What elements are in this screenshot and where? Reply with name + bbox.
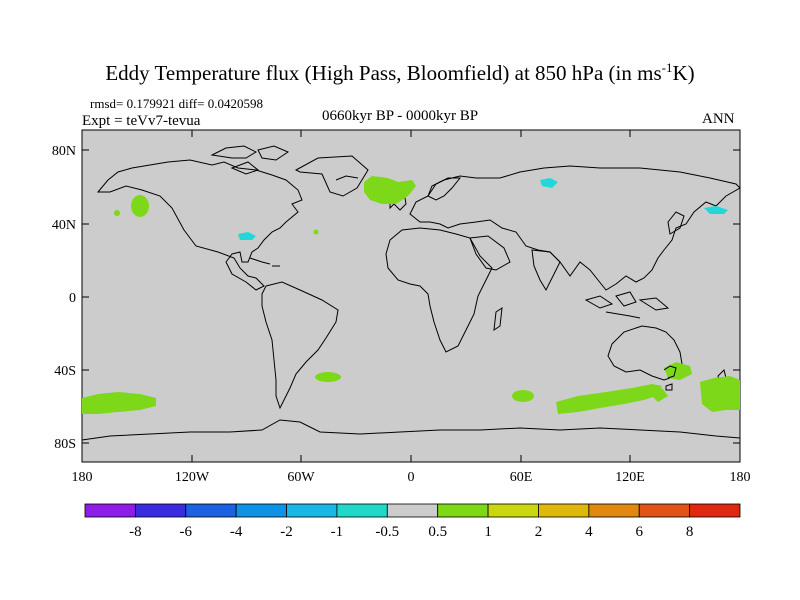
stats-text: rmsd= 0.179921 diff= 0.0420598 (90, 96, 263, 111)
colorbar-label: -8 (129, 524, 142, 540)
colorbar-label: -2 (280, 524, 293, 540)
flux-negative-regions (238, 178, 728, 240)
colorbar-label: -4 (230, 524, 243, 540)
negative-region-siberia (540, 178, 558, 188)
colorbar-swatch (638, 503, 691, 518)
southeast-asia-islands (584, 291, 670, 319)
colorbar-label: 1 (484, 524, 492, 540)
y-axis-ticks (82, 149, 740, 444)
colorbar-label: 4 (585, 524, 593, 540)
africa-outline (385, 227, 493, 353)
positive-region-southern-indian (556, 384, 662, 414)
coastlines (81, 145, 741, 441)
negative-region-gulf-of-mexico (238, 232, 256, 240)
arabia-outline (469, 235, 511, 271)
antarctica-outline (81, 419, 741, 441)
land-contour-detail-2 (335, 175, 359, 181)
positive-region-small-pacific (114, 210, 120, 216)
positive-region-north-pacific (131, 195, 149, 217)
colorbar-swatch (336, 503, 388, 518)
colorbar-swatch (487, 503, 539, 518)
positive-region-tasman (700, 376, 740, 412)
scandinavia-outline (427, 177, 462, 201)
colorbar-swatch (689, 503, 741, 518)
x-tick-label: 180 (72, 470, 93, 485)
colorbar-swatch (286, 503, 338, 518)
map-background (81, 129, 741, 463)
x-tick-label: 60E (510, 470, 533, 485)
y-tick-label: 40S (54, 364, 76, 379)
positive-region-small-atlantic (313, 229, 319, 235)
colorbar-label: -6 (180, 524, 193, 540)
x-tick-label: 0 (408, 470, 415, 485)
period-label: 0660kyr BP - 0000kyr BP (322, 108, 479, 124)
y-tick-label: 0 (69, 291, 76, 306)
positive-region-south-of-australia (650, 388, 668, 402)
land-contour-detail-1 (663, 365, 677, 379)
caribbean-islands (249, 257, 280, 267)
colorbar-swatch (437, 503, 489, 518)
canadian-arctic-islands (210, 145, 290, 175)
south-america-outline (261, 281, 339, 410)
x-axis-ticks (81, 130, 741, 462)
colorbar-swatch (235, 503, 287, 518)
colorbar-label: -1 (331, 524, 344, 540)
colorbar-label: 8 (686, 524, 694, 540)
colorbar-swatch (538, 503, 590, 518)
y-tick-label: 40N (52, 218, 76, 233)
greenland-outline (294, 155, 369, 197)
land-contour-details (335, 175, 677, 379)
india-outline (531, 249, 561, 292)
colorbar-swatch (185, 503, 237, 518)
positive-region-north-atlantic (364, 176, 416, 204)
y-tick-label: 80S (54, 437, 76, 452)
colorbar-labels: -8 -6 -4 -2 -1 -0.5 0.5 1 2 4 6 8 (129, 524, 693, 540)
madagascar-outline (493, 306, 503, 332)
x-tick-label: 60W (287, 470, 315, 485)
y-tick-label: 80N (52, 144, 76, 159)
x-tick-label: 120E (615, 470, 645, 485)
colorbar-swatch (588, 503, 640, 518)
flux-positive-regions (82, 176, 740, 414)
positive-region-south-pacific (82, 392, 156, 414)
colorbar-swatch (386, 503, 439, 518)
experiment-label: Expt = teVv7-tevua (82, 113, 201, 129)
colorbar-swatch (84, 503, 136, 518)
positive-region-southern-indian-small (512, 390, 534, 402)
map-title: Eddy Temperature flux (High Pass, Bloomf… (0, 60, 800, 86)
colorbar (84, 503, 741, 518)
positive-region-south-atlantic (315, 372, 341, 382)
colorbar-label: -0.5 (375, 524, 399, 540)
colorbar-swatch (134, 503, 187, 518)
colorbar-label: 6 (635, 524, 643, 540)
x-tick-label: 180 (730, 470, 751, 485)
negative-region-north-pacific (704, 206, 728, 214)
eurasia-outline (409, 165, 741, 291)
colorbar-label: 0.5 (428, 524, 447, 540)
season-label: ANN (702, 111, 735, 127)
title-superscript: -1 (661, 60, 673, 75)
x-tick-label: 120W (175, 470, 210, 485)
title-main: Eddy Temperature flux (High Pass, Bloomf… (105, 61, 662, 85)
tasmania-outline (665, 383, 673, 391)
title-end: K) (672, 61, 695, 85)
japan-outline (667, 211, 685, 235)
north-america-outline (96, 159, 303, 291)
colorbar-label: 2 (535, 524, 543, 540)
